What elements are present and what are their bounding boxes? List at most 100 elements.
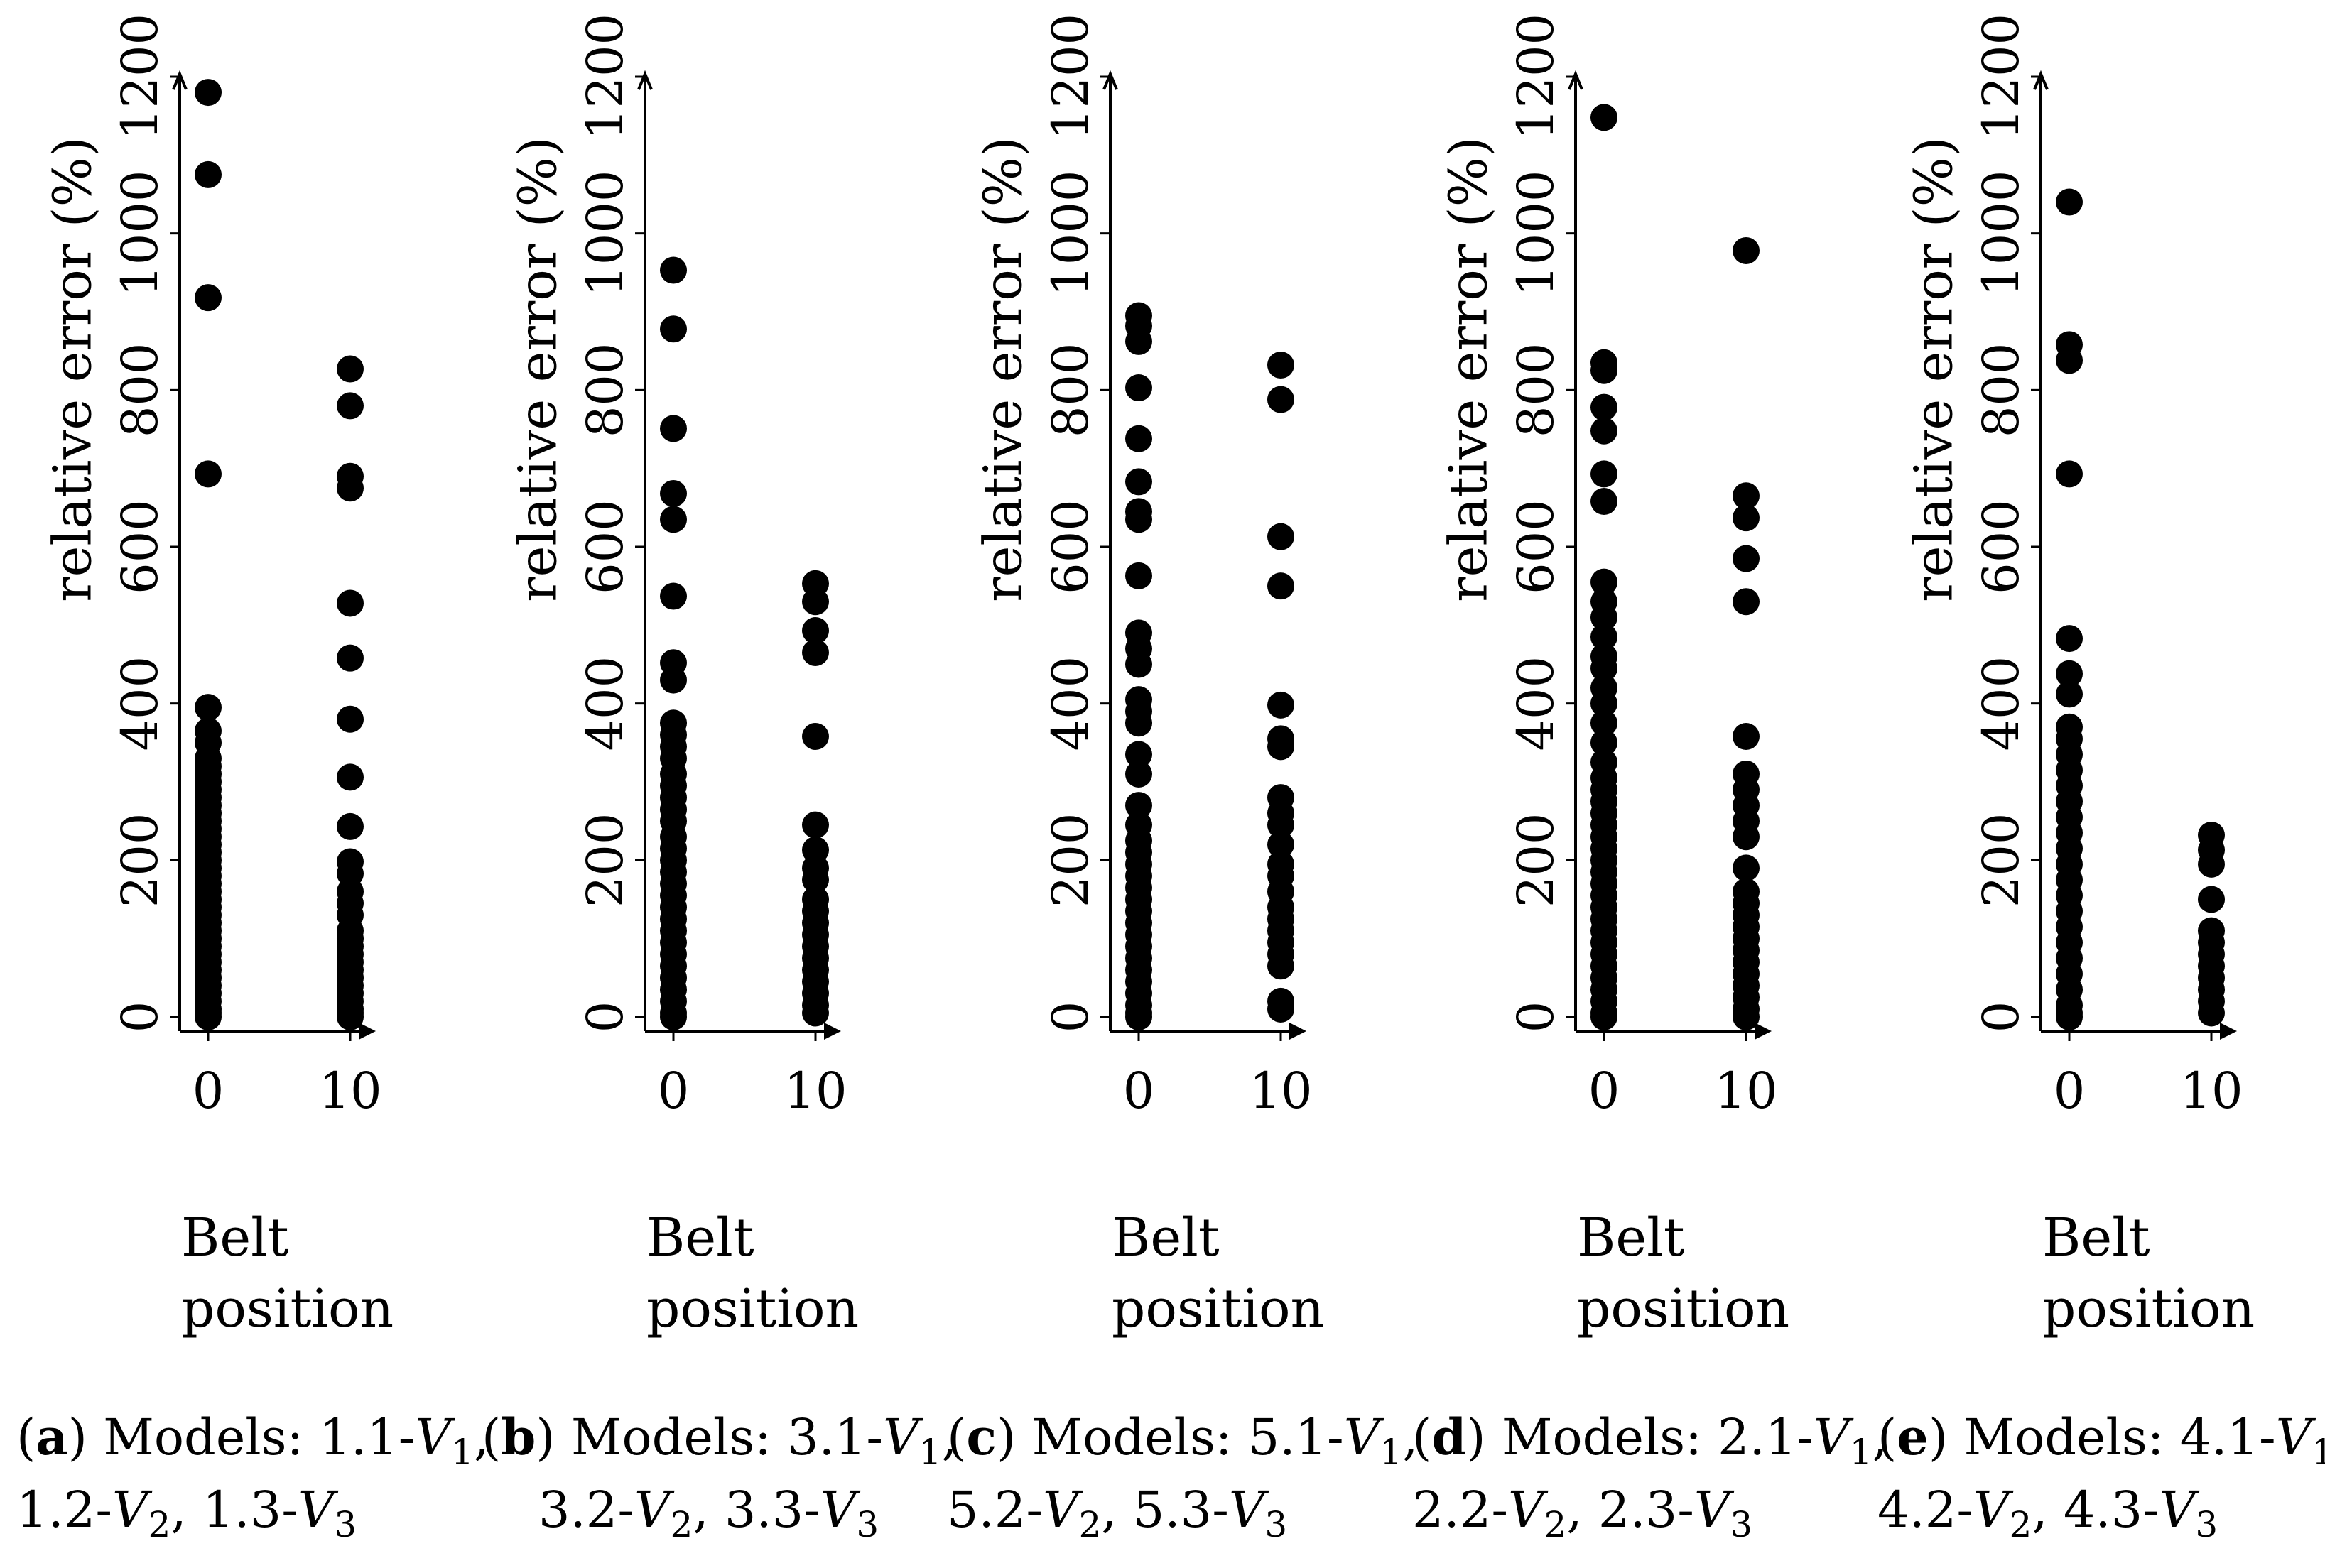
data-point: [1590, 356, 1617, 384]
caption-part: ) Models:: [997, 1408, 1248, 1466]
data-point: [802, 866, 829, 893]
data-point: [802, 999, 829, 1027]
y-tick-label: 200: [1972, 813, 2030, 908]
data-point: [1590, 104, 1617, 131]
caption-part: 5.2-: [947, 1481, 1043, 1539]
caption-line2: 3.2-V2, 3.3-V3: [538, 1481, 879, 1545]
caption-part: (: [482, 1408, 501, 1466]
data-point: [1733, 545, 1760, 572]
caption-subscript: 2: [1544, 1504, 1567, 1545]
caption-separator: ,: [1566, 1481, 1598, 1539]
caption-part: 1.1-: [319, 1408, 415, 1466]
data-point: [1125, 760, 1152, 788]
data-point: [2056, 188, 2083, 216]
data-point: [337, 705, 364, 733]
y-axis-arrow: [1102, 70, 1118, 90]
caption-part: 1.3-: [202, 1481, 298, 1539]
y-tick-label: 400: [576, 656, 634, 751]
caption-part: 3.3-: [725, 1481, 820, 1539]
caption-part: (: [16, 1408, 36, 1466]
y-tick-label: 400: [1041, 656, 1100, 751]
y-tick-label: 0: [1972, 1001, 2030, 1033]
x-tick-label: 0: [1588, 1062, 1620, 1120]
data-point: [337, 644, 364, 672]
data-point: [802, 588, 829, 616]
y-tick-label: 1000: [1507, 170, 1565, 297]
x-axis-arrow: [359, 1023, 376, 1040]
y-axis-label: relative error (%): [42, 136, 103, 602]
x-tick-label: 10: [318, 1062, 381, 1120]
data-point: [1590, 488, 1617, 516]
caption-part: V: [1694, 1481, 1735, 1539]
data-point: [1267, 572, 1294, 600]
y-tick-label: 800: [111, 343, 169, 438]
caption-part: V: [112, 1481, 153, 1539]
data-point: [1125, 468, 1152, 496]
caption-part: (: [1412, 1408, 1431, 1466]
caption-subscript: 2: [2010, 1504, 2032, 1545]
caption-part: V: [820, 1481, 861, 1539]
caption-part: (: [947, 1408, 966, 1466]
caption-part: V: [2276, 1408, 2316, 1466]
caption-separator: ,: [170, 1481, 202, 1539]
data-point: [2056, 625, 2083, 653]
caption-part: V: [1814, 1408, 1854, 1466]
y-tick-label: 1000: [1041, 170, 1100, 297]
caption-subscript: 3: [2195, 1504, 2218, 1545]
caption-line1: (d) Models: 2.1-V1,: [1412, 1408, 1888, 1473]
data-point: [1733, 823, 1760, 851]
data-point: [802, 638, 829, 666]
data-point: [1125, 792, 1152, 820]
data-point: [660, 666, 687, 694]
data-point: [195, 284, 222, 312]
x-tick-label: 0: [1123, 1062, 1155, 1120]
caption-subscript: 1: [1380, 1432, 1402, 1473]
y-tick-label: 400: [1507, 656, 1565, 751]
caption-subscript: 1: [919, 1432, 942, 1473]
y-tick-label: 1200: [1507, 13, 1565, 140]
caption-comma: ,: [941, 1408, 957, 1466]
data-point: [1125, 506, 1152, 533]
caption-part: ) Models:: [68, 1408, 320, 1466]
y-tick-label: 1000: [111, 170, 169, 297]
data-point: [1267, 811, 1294, 839]
caption-part: 2.2-: [1412, 1481, 1508, 1539]
x-axis-arrow: [1289, 1023, 1306, 1040]
x-axis-label-line1: Belt: [2042, 1207, 2150, 1268]
data-point: [1125, 650, 1152, 678]
caption-subscript: 3: [334, 1504, 357, 1545]
y-tick-label: 1200: [111, 13, 169, 140]
y-tick-label: 600: [576, 499, 634, 594]
y-tick-label: 800: [576, 343, 634, 438]
caption-part: (: [1877, 1408, 1897, 1466]
data-point: [337, 812, 364, 840]
caption-part: 5.1-: [1248, 1408, 1344, 1466]
data-point: [1733, 236, 1760, 264]
y-tick-label: 200: [1041, 813, 1100, 908]
y-tick-label: 600: [111, 499, 169, 594]
data-point: [1590, 729, 1617, 756]
caption-part: V: [1973, 1481, 2014, 1539]
x-axis-label-line1: Belt: [1112, 1207, 1220, 1268]
x-axis-label-line2: position: [1112, 1278, 1324, 1339]
caption-line2: 5.2-V2, 5.3-V3: [947, 1481, 1287, 1545]
caption-part: V: [1344, 1408, 1384, 1466]
x-tick-label: 10: [784, 1062, 847, 1120]
caption-part: e: [1897, 1408, 1929, 1466]
y-tick-label: 1200: [1972, 13, 2030, 140]
data-point: [1125, 562, 1152, 589]
caption-separator: ,: [693, 1481, 725, 1539]
caption-part: V: [298, 1481, 339, 1539]
x-tick-label: 0: [658, 1062, 690, 1120]
caption-part: 2.1-: [1718, 1408, 1814, 1466]
x-axis-label-line2: position: [1577, 1278, 1789, 1339]
x-tick-label: 0: [2054, 1062, 2086, 1120]
caption-subscript: 3: [856, 1504, 879, 1545]
data-point: [1733, 854, 1760, 882]
x-axis-label-line1: Belt: [181, 1207, 289, 1268]
y-tick-label: 600: [1041, 499, 1100, 594]
data-point: [1733, 504, 1760, 532]
data-point: [1590, 417, 1617, 445]
data-point: [660, 582, 687, 610]
